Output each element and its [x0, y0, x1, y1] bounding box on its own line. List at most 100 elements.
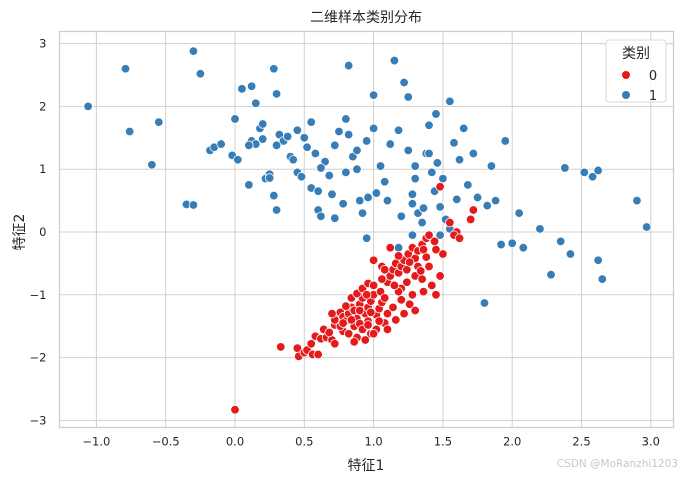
data-point-class-1 — [417, 217, 427, 228]
data-point-class-0 — [431, 290, 441, 300]
data-point-class-0 — [427, 280, 437, 291]
data-point-class-0 — [438, 249, 448, 259]
data-point-class-1 — [216, 139, 226, 149]
data-point-class-1 — [597, 274, 607, 284]
data-point-class-1 — [316, 163, 326, 173]
x-tick-label: 3.0 — [642, 435, 660, 449]
data-point-class-0 — [445, 217, 455, 228]
data-point-class-1 — [324, 170, 334, 181]
x-tick-label: 0.5 — [295, 435, 313, 449]
data-point-class-1 — [435, 202, 445, 212]
data-point-class-1 — [472, 192, 483, 203]
data-point-class-0 — [313, 349, 323, 360]
data-point-class-1 — [338, 199, 348, 209]
data-point-class-1 — [449, 138, 459, 148]
data-point-class-1 — [418, 203, 429, 213]
data-point-class-1 — [357, 208, 368, 218]
data-point-class-1 — [463, 180, 473, 190]
legend-label-class-1: 1 — [649, 89, 657, 104]
data-point-class-1 — [269, 190, 279, 201]
data-point-class-1 — [396, 211, 407, 222]
data-point-class-0 — [404, 299, 415, 309]
data-point-class-1 — [432, 158, 443, 168]
data-point-class-0 — [424, 261, 434, 272]
data-point-class-1 — [296, 172, 307, 182]
data-point-class-1 — [407, 189, 418, 200]
data-point-class-1 — [393, 242, 404, 253]
plot-frame — [58, 30, 675, 429]
data-point-class-1 — [188, 200, 199, 210]
data-point-class-0 — [468, 205, 479, 215]
data-point-class-1 — [479, 298, 490, 308]
data-point-class-1 — [230, 114, 240, 124]
x-tick-label: 0.0 — [226, 435, 244, 449]
data-point-class-1 — [352, 164, 362, 174]
data-point-class-1 — [188, 46, 199, 56]
data-point-class-0 — [402, 277, 412, 287]
data-point-class-1 — [454, 155, 465, 165]
data-point-class-0 — [393, 251, 404, 261]
data-point-class-1 — [593, 165, 603, 176]
data-point-class-1 — [343, 60, 354, 71]
data-point-class-0 — [382, 308, 393, 319]
data-point-class-1 — [306, 117, 316, 127]
data-point-class-0 — [435, 271, 445, 281]
data-point-class-1 — [403, 92, 413, 102]
data-point-class-1 — [341, 114, 351, 124]
data-point-class-1 — [271, 140, 282, 151]
data-point-class-1 — [486, 161, 497, 171]
data-point-class-1 — [500, 136, 510, 146]
data-point-class-1 — [368, 123, 379, 134]
data-point-class-0 — [389, 280, 400, 291]
data-point-class-1 — [389, 55, 400, 66]
data-point-class-1 — [271, 205, 282, 215]
data-point-class-0 — [407, 290, 418, 300]
data-point-class-1 — [330, 213, 340, 223]
data-point-class-1 — [507, 238, 517, 249]
data-point-class-1 — [514, 208, 524, 218]
data-point-class-0 — [324, 327, 334, 338]
legend-marker-class-1 — [622, 91, 630, 99]
data-point-class-1 — [438, 173, 448, 184]
data-point-class-1 — [124, 126, 135, 137]
x-tick-label: −0.5 — [152, 435, 180, 449]
x-tick-label: 1.5 — [434, 435, 452, 449]
data-point-class-1 — [496, 239, 506, 250]
data-point-class-1 — [560, 163, 570, 173]
legend-title: 类别 — [622, 46, 650, 62]
data-points — [83, 46, 652, 415]
data-point-class-1 — [371, 188, 382, 198]
data-point-class-1 — [334, 126, 344, 137]
data-point-class-1 — [120, 64, 131, 74]
data-point-class-0 — [355, 305, 365, 316]
data-point-class-1 — [403, 145, 413, 156]
data-point-class-1 — [316, 211, 326, 222]
data-point-class-1 — [244, 140, 254, 151]
data-point-class-1 — [424, 148, 434, 159]
data-point-class-0 — [276, 342, 286, 352]
data-point-class-1 — [393, 125, 404, 135]
y-tick-label: −2 — [30, 351, 47, 365]
data-point-class-1 — [382, 195, 393, 206]
data-point-class-1 — [246, 81, 257, 92]
y-tick-label: 1 — [39, 162, 46, 176]
data-point-class-1 — [424, 120, 434, 130]
data-point-class-0 — [368, 329, 379, 339]
data-point-class-1 — [361, 136, 372, 146]
y-tick-label: 0 — [39, 225, 46, 239]
data-point-class-1 — [587, 172, 598, 182]
data-point-class-0 — [391, 315, 401, 325]
data-point-class-1 — [468, 148, 479, 159]
y-axis-label: 特征2 — [12, 214, 28, 251]
data-point-class-1 — [399, 77, 409, 88]
data-point-class-1 — [310, 148, 321, 159]
data-point-class-0 — [416, 266, 426, 276]
data-point-class-1 — [154, 117, 164, 127]
data-point-class-0 — [341, 301, 351, 311]
data-point-class-1 — [368, 90, 379, 100]
data-point-class-0 — [399, 308, 409, 319]
data-point-class-0 — [418, 244, 429, 255]
data-point-class-1 — [375, 161, 386, 171]
data-point-class-0 — [385, 242, 395, 253]
data-point-class-1 — [482, 200, 492, 211]
